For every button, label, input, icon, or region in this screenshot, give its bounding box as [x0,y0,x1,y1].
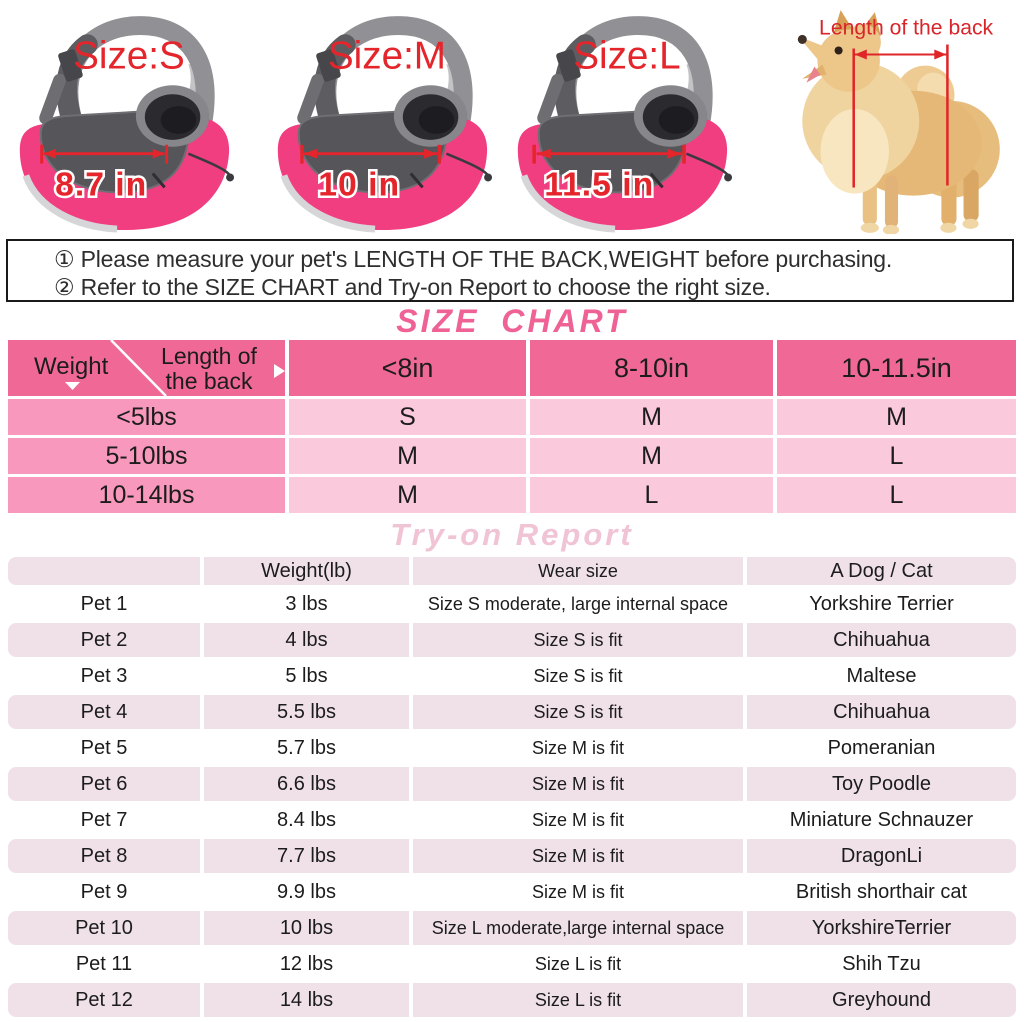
tryon-column-header: Weight(lb) [204,557,409,585]
bag-photo: 11.5 in Size:L [502,5,740,233]
tryon-cell: 8.4 lbs [204,803,409,837]
tryon-cell: 10 lbs [204,911,409,945]
size-chart-column-header: 10-11.5in [777,340,1016,396]
size-chart-size-cell: L [777,438,1016,474]
tryon-cell: Pomeranian [747,731,1016,765]
tryon-cell: 3 lbs [204,587,409,621]
size-chart-column-header: <8in [289,340,526,396]
tryon-cell: 5.5 lbs [204,695,409,729]
tryon-column-header [8,557,200,585]
tryon-cell: Miniature Schnauzer [747,803,1016,837]
tryon-report-title: Try-on Report [390,517,634,552]
tryon-cell: Toy Poodle [747,767,1016,801]
size-chart-row-header: 5-10lbs [8,438,285,474]
size-chart-row-header: 10-14lbs [8,477,285,513]
size-chart-size-cell: M [289,438,526,474]
bag-illustration: 8.7 in Size:S [19,16,235,233]
tryon-cell: Size S is fit [413,695,743,729]
size-chart-size-cell: L [777,477,1016,513]
tryon-cell: 5 lbs [204,659,409,693]
tryon-cell: Pet 6 [8,767,200,801]
tryon-cell: Size S is fit [413,659,743,693]
bag-photo: 8.7 in Size:S [4,5,242,233]
dog-photo: Length of the back [762,0,1024,235]
tryon-column-header: Wear size [413,557,743,585]
tryon-cell: Size L moderate,large internal space [413,911,743,945]
measure-arrow [300,144,441,164]
tryon-cell: Size S moderate, large internal space [413,587,743,621]
bag-illustration: 10 in Size:M [277,16,493,233]
bag-size-label: Size:L [573,34,680,77]
tryon-cell: DragonLi [747,839,1016,873]
notice-box: ① Please measure your pet's LENGTH OF TH… [6,239,1014,302]
bag-photo: 10 in Size:M [262,5,500,233]
notice-line-2: ② Refer to the SIZE CHART and Try-on Rep… [54,274,771,300]
tryon-cell: Size L is fit [413,947,743,981]
tryon-cell: 7.7 lbs [204,839,409,873]
tryon-cell: Size M is fit [413,767,743,801]
tryon-cell: 5.7 lbs [204,731,409,765]
bag-measurement-label: 10 in [318,165,400,203]
tryon-cell: 4 lbs [204,623,409,657]
measure-arrow [40,144,169,164]
dog-illustration: Length of the back [797,10,1000,235]
corner-diagonal [65,340,285,396]
corner-col-axis-label: Length of the back [161,343,257,394]
tryon-cell: Pet 12 [8,983,200,1017]
bag-illustration: 11.5 in Size:L [517,16,733,233]
bag-measurement-label: 11.5 in [544,165,654,203]
size-chart-size-cell: S [289,399,526,435]
tryon-cell: 6.6 lbs [204,767,409,801]
size-chart-size-cell: L [530,477,773,513]
size-chart-row-header: <5lbs [8,399,285,435]
tryon-cell: Size M is fit [413,803,743,837]
tryon-cell: Maltese [747,659,1016,693]
size-chart-size-cell: M [530,438,773,474]
tryon-cell: Yorkshire Terrier [747,587,1016,621]
size-chart-size-cell: M [530,399,773,435]
tryon-cell: 9.9 lbs [204,875,409,909]
tryon-cell: Pet 4 [8,695,200,729]
tryon-cell: Size M is fit [413,731,743,765]
size-chart-title: SIZE CHART [396,303,628,339]
measure-arrow [532,144,686,164]
tryon-cell: Size M is fit [413,875,743,909]
tryon-cell: 12 lbs [204,947,409,981]
tryon-cell: Pet 7 [8,803,200,837]
size-chart-table: Weight Length of the back <8in 8-10in 10-1… [8,340,1016,513]
tryon-cell: British shorthair cat [747,875,1016,909]
tryon-cell: Pet 2 [8,623,200,657]
tryon-cell: Pet 11 [8,947,200,981]
tryon-cell: YorkshireTerrier [747,911,1016,945]
tryon-cell: 14 lbs [204,983,409,1017]
tryon-cell: Chihuahua [747,695,1016,729]
tryon-cell: Pet 1 [8,587,200,621]
corner-row-axis-label: Weight [34,353,109,380]
size-chart-size-cell: M [777,399,1016,435]
tryon-cell: Pet 9 [8,875,200,909]
tryon-column-header: A Dog / Cat [747,557,1016,585]
tryon-cell: Greyhound [747,983,1016,1017]
size-chart-size-cell: M [289,477,526,513]
product-photo-row: Length of the back [0,0,1024,236]
tryon-cell: Size S is fit [413,623,743,657]
notice-line-1: ① Please measure your pet's LENGTH OF TH… [54,246,893,272]
bag-measurement-label: 8.7 in [55,165,147,203]
tryon-cell: Shih Tzu [747,947,1016,981]
bag-size-label: Size:M [328,34,446,77]
tryon-cell: Size L is fit [413,983,743,1017]
tryon-cell: Chihuahua [747,623,1016,657]
dog-measure-label: Length of the back [819,16,994,39]
back-length-measure-lines [852,44,949,188]
tryon-cell: Size M is fit [413,839,743,873]
tryon-cell: Pet 3 [8,659,200,693]
tryon-cell: Pet 5 [8,731,200,765]
tryon-cell: Pet 10 [8,911,200,945]
size-chart-corner-header: Weight Length of the back [8,340,285,396]
tryon-cell: Pet 8 [8,839,200,873]
size-chart-column-header: 8-10in [530,340,773,396]
bag-size-label: Size:S [73,34,185,77]
